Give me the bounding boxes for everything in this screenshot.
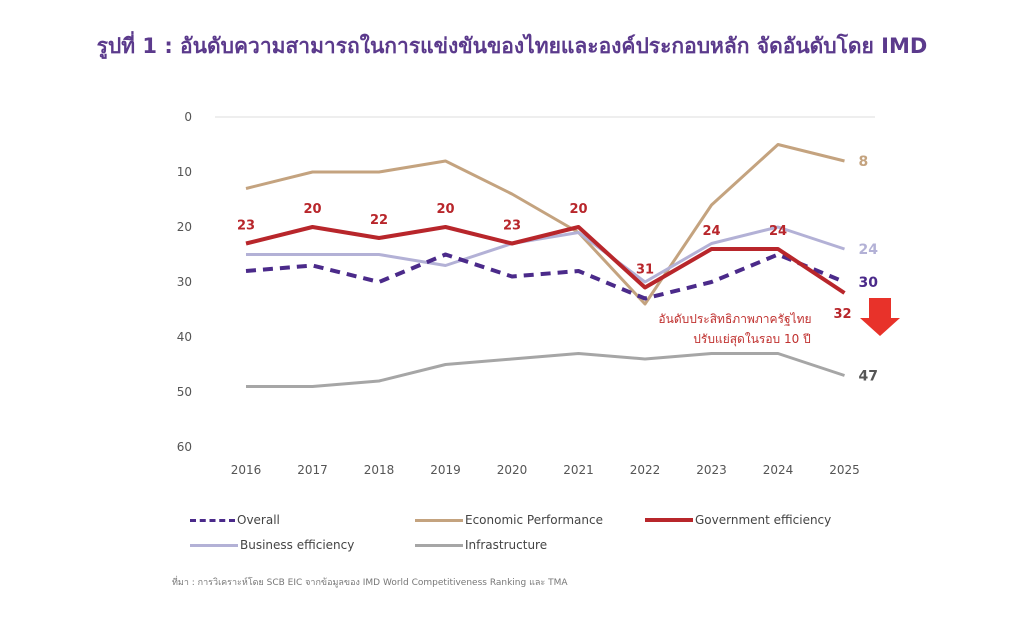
data-label: 32 (833, 307, 851, 322)
data-label: 23 (237, 219, 255, 234)
data-label: 24 (769, 224, 787, 239)
x-tick-label: 2023 (696, 463, 727, 477)
data-label: 22 (370, 213, 388, 228)
legend-swatch (190, 518, 235, 522)
y-tick-label: 50 (177, 385, 192, 399)
y-tick-label: 10 (177, 165, 192, 179)
series-line-economic-performance (245, 143, 845, 306)
annotation-text: อันดับประสิทธิภาพภาครัฐไทย (658, 312, 811, 326)
y-tick-label: 20 (177, 220, 192, 234)
legend-swatch (415, 518, 463, 522)
data-label: 24 (702, 224, 720, 239)
y-tick-label: 40 (177, 330, 192, 344)
series-line-infrastructure (246, 352, 845, 388)
x-tick-label: 2018 (364, 463, 395, 477)
data-label: 20 (303, 202, 321, 217)
data-label: 23 (503, 219, 521, 234)
y-tick-label: 30 (177, 275, 192, 289)
x-tick-label: 2024 (763, 463, 794, 477)
x-tick-label: 2025 (829, 463, 860, 477)
legend-swatch (190, 543, 238, 547)
legend-label: Overall (237, 513, 280, 527)
legend-business: Business efficiency (190, 538, 354, 552)
y-tick-label: 0 (184, 110, 192, 124)
x-tick-label: 2016 (231, 463, 262, 477)
legend-overall: Overall (190, 513, 280, 527)
legend-infrastructure: Infrastructure (415, 538, 547, 552)
end-label: 8 (859, 154, 869, 170)
legend-swatch (415, 543, 463, 547)
legend-label: Business efficiency (240, 538, 355, 552)
annotation-text: ปรับแย่สุดในรอบ 10 ปี (693, 332, 810, 347)
series-line-overall (245, 252, 846, 301)
x-tick-label: 2019 (430, 463, 461, 477)
x-tick-label: 2020 (497, 463, 528, 477)
legend-label: Infrastructure (465, 538, 548, 552)
end-label: 47 (859, 369, 878, 385)
data-label: 31 (636, 263, 654, 278)
data-label: 20 (436, 202, 454, 217)
series-line-business-efficiency (246, 225, 845, 284)
x-tick-label: 2017 (297, 463, 328, 477)
x-tick-label: 2021 (563, 463, 594, 477)
legend-economic: Economic Performance (415, 513, 603, 527)
legend-label: Economic Performance (465, 513, 603, 527)
figure-title: รูปที่ 1 : อันดับความสามารถในการแข่งขันข… (96, 34, 928, 58)
y-tick-label: 60 (177, 440, 192, 454)
source-note: ที่มา : การวิเคราะห์โดย SCB EIC จากข้อมู… (172, 578, 568, 588)
x-tick-label: 2022 (630, 463, 661, 477)
legend-label: Government efficiency (695, 513, 832, 527)
data-label: 20 (569, 202, 587, 217)
end-label: 30 (859, 275, 879, 291)
series-line-government-efficiency (245, 225, 846, 295)
end-label: 24 (859, 242, 879, 258)
legend-government: Government efficiency (645, 513, 831, 527)
down-arrow-icon (860, 298, 900, 336)
legend-swatch (645, 518, 693, 522)
